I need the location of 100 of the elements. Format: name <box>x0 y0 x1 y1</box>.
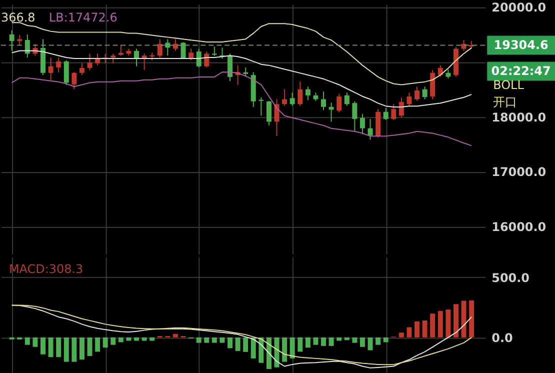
candlestick <box>383 107 388 121</box>
bar <box>40 337 46 354</box>
bar <box>414 321 420 338</box>
annotation: 366.8 <box>1 10 36 24</box>
bar <box>321 337 326 346</box>
candlestick <box>422 86 428 100</box>
bar <box>258 337 264 363</box>
bar <box>142 337 147 341</box>
candlestick <box>321 91 326 111</box>
candlestick <box>406 92 412 106</box>
candlestick <box>391 104 396 121</box>
candlestick <box>398 97 404 118</box>
candlestick <box>344 92 350 106</box>
bar <box>243 337 248 352</box>
ref-line-label: 19304.6 <box>494 38 548 52</box>
bar <box>204 337 210 343</box>
bar <box>118 337 124 342</box>
bar <box>298 337 303 352</box>
bar <box>360 337 365 347</box>
candlestick <box>228 53 233 82</box>
candlestick <box>328 102 334 122</box>
candlestick <box>212 46 217 56</box>
candlestick <box>368 118 373 140</box>
candlestick <box>258 97 264 116</box>
bar <box>172 334 178 338</box>
candlestick <box>17 34 22 46</box>
annotation: LB:17472.6 <box>48 10 118 24</box>
candlestick <box>461 39 466 52</box>
bar <box>274 337 280 368</box>
candlestick <box>110 53 116 64</box>
bar <box>438 310 443 338</box>
bar <box>56 337 62 358</box>
bar <box>290 337 295 358</box>
bar <box>376 337 381 345</box>
bar <box>305 337 310 348</box>
bar <box>126 337 132 341</box>
candlestick <box>56 57 62 73</box>
bar <box>72 337 77 362</box>
bar <box>48 337 54 358</box>
candlestick <box>134 48 139 67</box>
bar <box>134 337 139 341</box>
candlestick <box>305 86 310 101</box>
bar <box>235 337 240 351</box>
candlestick <box>48 57 54 81</box>
bar <box>430 314 436 338</box>
candlestick <box>352 100 358 132</box>
text: BOLL <box>493 78 524 92</box>
candlestick <box>336 93 342 113</box>
candlestick <box>64 60 69 86</box>
candlestick <box>188 48 194 61</box>
bar <box>220 337 225 343</box>
bar <box>102 337 108 348</box>
candlestick <box>204 51 210 68</box>
candlestick <box>87 53 92 71</box>
bar <box>328 337 334 346</box>
candlestick <box>165 38 170 56</box>
bar <box>406 327 412 338</box>
bar <box>150 337 155 341</box>
bar <box>282 337 288 362</box>
bar <box>398 332 404 338</box>
bar <box>266 337 272 370</box>
candlestick <box>414 86 420 102</box>
bar <box>313 337 318 345</box>
y-tick-label: 17000.0 <box>492 165 546 180</box>
bar <box>344 337 350 340</box>
candlestick <box>196 48 202 68</box>
text: 02:22:47 <box>491 64 551 78</box>
bar <box>383 337 388 342</box>
bar <box>79 337 84 360</box>
bar <box>446 310 451 338</box>
candlestick <box>72 72 77 90</box>
y-tick-label: 16000.0 <box>492 220 546 234</box>
bar <box>87 337 92 356</box>
bar <box>196 337 202 343</box>
bar <box>336 337 342 341</box>
bar <box>64 337 69 362</box>
candlestick <box>157 38 162 58</box>
y-tick-label: 0.0 <box>492 330 513 345</box>
candlestick <box>180 42 186 60</box>
bar <box>250 337 256 358</box>
candlestick <box>298 81 303 106</box>
bar <box>469 300 474 338</box>
candlestick <box>79 62 84 76</box>
bar <box>32 337 38 347</box>
candlestick <box>282 88 288 106</box>
candlestick <box>290 92 295 106</box>
bar <box>352 337 358 343</box>
bar <box>453 304 458 338</box>
bar <box>212 337 217 343</box>
candlestick <box>430 70 436 100</box>
text: 开口 <box>493 95 518 110</box>
candlestick <box>118 44 124 56</box>
candlestick <box>172 38 178 52</box>
bar <box>95 337 100 352</box>
y-tick-label: 20000.0 <box>492 0 546 15</box>
candlestick <box>266 100 272 126</box>
candlestick <box>95 53 100 66</box>
annotation: MACD:308.3 <box>8 262 84 276</box>
bar <box>228 337 233 348</box>
bar <box>110 337 116 345</box>
